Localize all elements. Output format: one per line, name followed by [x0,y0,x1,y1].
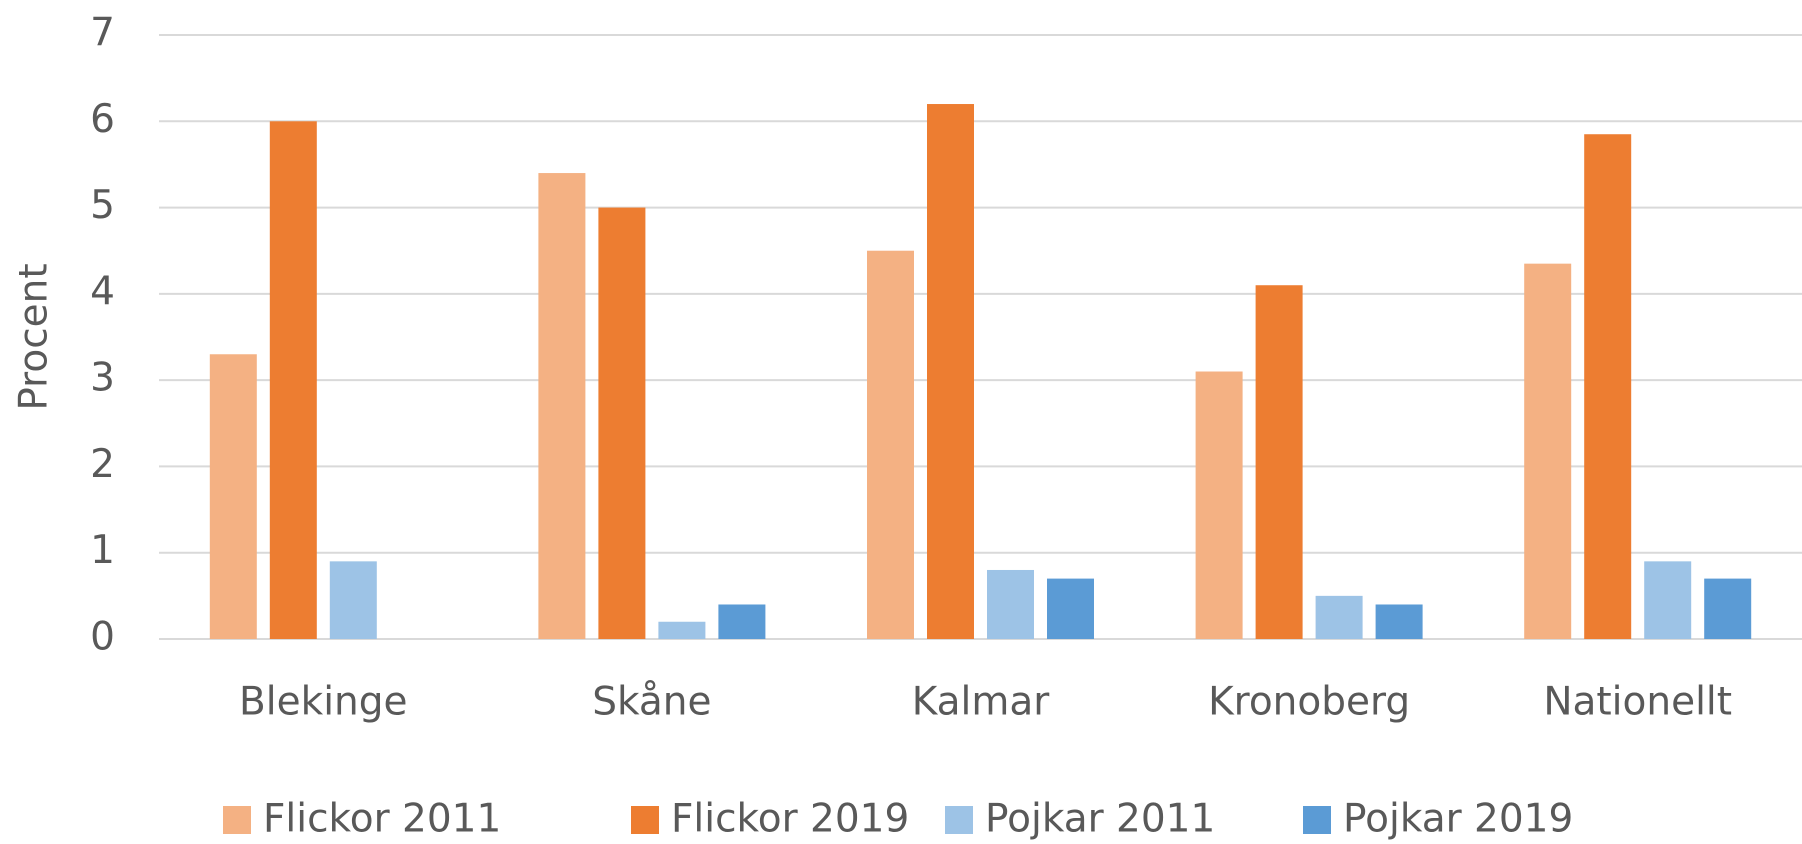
x-tick-label: Skåne [592,680,711,725]
legend-label: Pojkar 2019 [1343,797,1573,842]
bar [269,121,317,640]
legend-label: Flickor 2019 [671,797,909,842]
x-tick-label: Kronoberg [1208,680,1410,725]
bar [718,604,766,639]
bar [538,173,586,640]
x-tick-label: Nationellt [1543,680,1732,725]
bar [209,354,257,639]
bar [987,569,1034,639]
x-tick-label: Blekinge [239,680,407,725]
y-tick-label: 6 [90,97,115,142]
y-tick-label: 4 [90,269,115,314]
bar [658,621,706,639]
bar [867,250,914,639]
bar [1047,578,1094,639]
y-tick-label: 3 [90,356,115,401]
y-tick-label: 7 [90,11,115,56]
y-tick-label: 2 [90,442,115,487]
bar [927,104,974,640]
legend-swatch [223,806,251,834]
bar [1255,285,1303,639]
y-tick-label: 5 [90,183,115,228]
y-tick-label: 0 [90,615,115,660]
legend-swatch [631,806,659,834]
legend-swatch [1303,806,1331,834]
bar [1375,604,1423,639]
bar [598,207,646,640]
bar [1315,595,1363,639]
y-tick-label: 1 [90,528,115,573]
bar [329,561,377,639]
legend-label: Pojkar 2011 [985,797,1215,842]
legend-swatch [945,806,973,834]
x-tick-label: Kalmar [912,680,1051,725]
bar [1524,263,1572,639]
bar [1195,371,1243,639]
bar [1704,578,1752,639]
y-axis-label: Procent [12,263,57,410]
bar [1584,134,1632,639]
bar [1644,561,1692,639]
legend-label: Flickor 2011 [263,797,501,842]
